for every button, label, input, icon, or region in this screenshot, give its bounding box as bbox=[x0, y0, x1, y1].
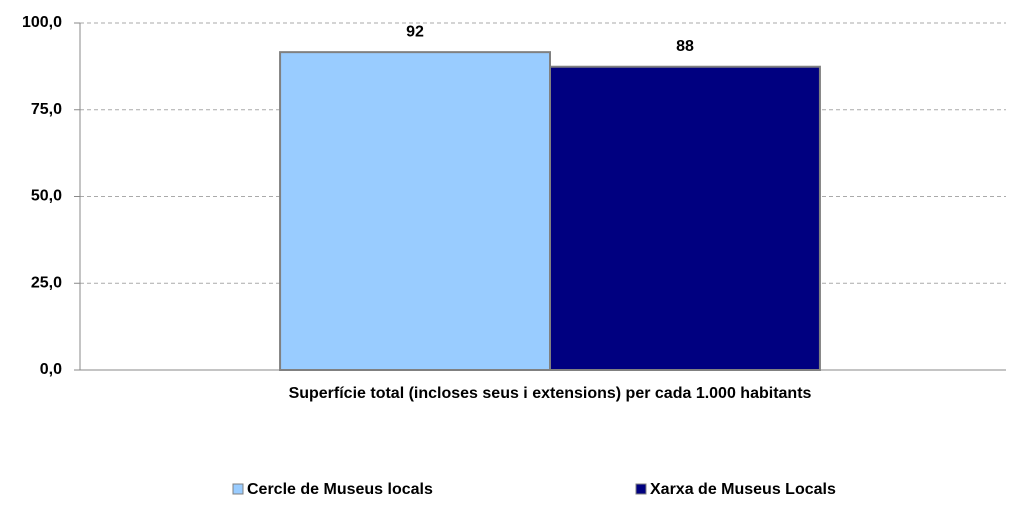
legend-label: Cercle de Museus locals bbox=[247, 481, 433, 498]
y-tick-label: 25,0 bbox=[31, 274, 62, 291]
x-tick-label: Superfície total (incloses seus i extens… bbox=[289, 385, 812, 402]
y-tick-label: 100,0 bbox=[22, 14, 62, 31]
data-label: 88 bbox=[676, 38, 694, 55]
legend-label: Xarxa de Museus Locals bbox=[650, 481, 836, 498]
legend-swatch bbox=[635, 483, 647, 495]
y-tick-label: 75,0 bbox=[31, 101, 62, 118]
y-tick-label: 50,0 bbox=[31, 188, 62, 205]
bar bbox=[549, 65, 821, 372]
y-tick-label: 0,0 bbox=[40, 361, 62, 378]
data-label: 92 bbox=[406, 23, 424, 40]
bar bbox=[279, 51, 551, 371]
legend-swatch bbox=[232, 483, 244, 495]
